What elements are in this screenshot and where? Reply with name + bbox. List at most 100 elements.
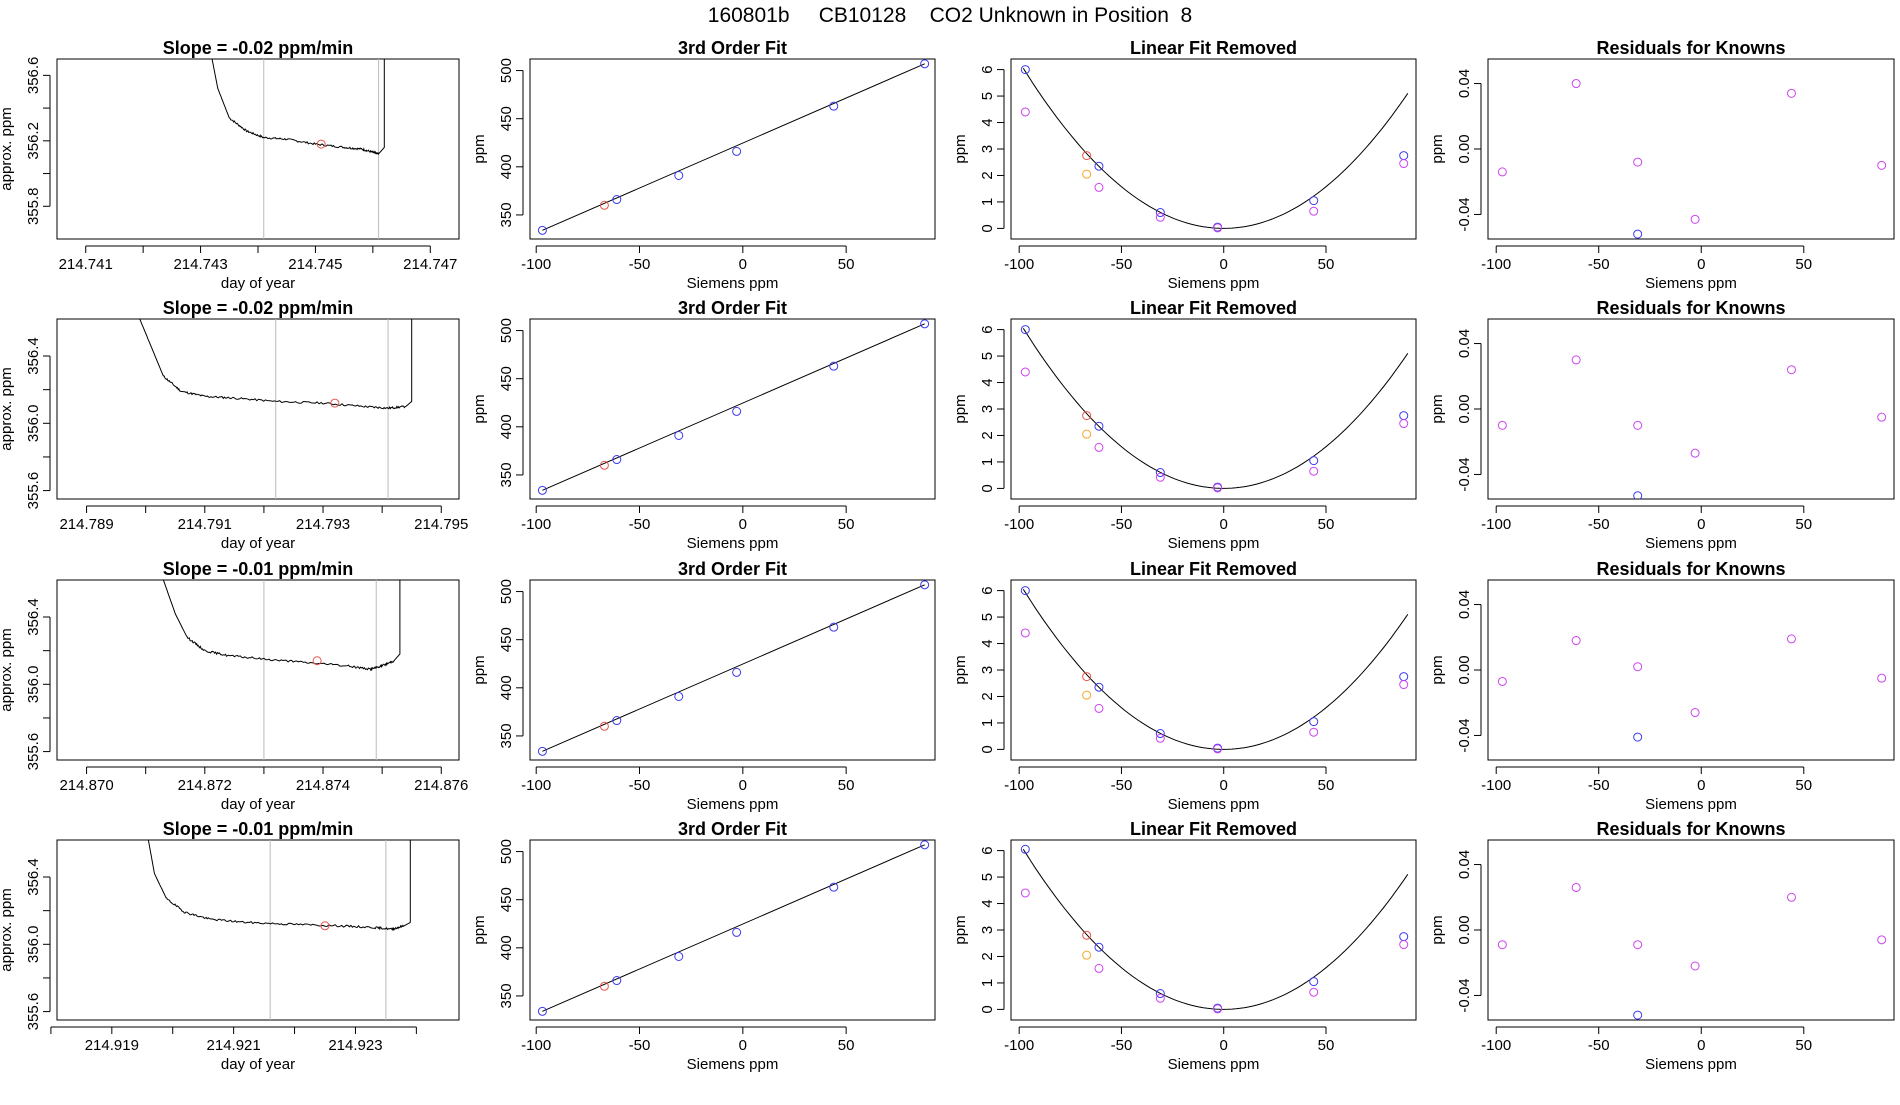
- plot-frame: [1487, 318, 1895, 500]
- mean-point: [320, 921, 330, 931]
- data-point-blue: [674, 430, 684, 440]
- data-point-blue: [829, 622, 839, 632]
- y-tick-label: 4: [979, 118, 996, 126]
- x-tick-label: 214.876: [414, 777, 468, 794]
- x-axis-label: Siemens ppm: [1645, 275, 1737, 292]
- data-point-red: [599, 460, 609, 470]
- mean-point: [316, 139, 326, 149]
- data-point-magenta: [1399, 680, 1409, 690]
- data-point-blue: [732, 406, 742, 416]
- x-tick-label: 214.870: [59, 777, 113, 794]
- panel-fit-2: 3rd Order Fit -100 -50 0 50 Siemens ppm 350 400…: [471, 298, 936, 552]
- x-tick-label: 214.872: [178, 777, 232, 794]
- data-point-blue: [674, 951, 684, 961]
- y-tick-label: 1: [979, 719, 996, 727]
- y-tick-label: 2: [979, 952, 996, 960]
- data-point-blue: [829, 361, 839, 371]
- fit-line: [542, 63, 925, 231]
- data-point-blue: [1020, 65, 1030, 75]
- y-tick-label: 4: [979, 378, 996, 386]
- x-tick-label: 0: [1697, 1037, 1705, 1054]
- x-tick-label: 50: [838, 256, 855, 273]
- data-point-magenta: [1571, 636, 1581, 646]
- panel-title: Slope = -0.01 ppm/min: [163, 559, 354, 579]
- data-point-orange: [1082, 950, 1092, 960]
- data-point-magenta: [1309, 206, 1319, 216]
- plot-frame: [56, 318, 460, 500]
- data-point-magenta: [1213, 223, 1223, 233]
- data-point-magenta: [1690, 214, 1700, 224]
- y-tick-label: 0.04: [1456, 69, 1473, 98]
- data-point-blue: [1155, 729, 1165, 739]
- data-point-magenta: [1497, 420, 1507, 430]
- panel-slope-4: Slope = -0.01 ppm/min 214.919 214.921 214.9…: [0, 819, 460, 1073]
- y-axis-label: ppm: [1429, 915, 1446, 944]
- y-tick-label: 0.04: [1456, 329, 1473, 358]
- data-point-magenta: [1571, 79, 1581, 89]
- y-tick-label: 350: [498, 723, 515, 748]
- data-point-magenta: [1786, 634, 1796, 644]
- panel-title: Slope = -0.02 ppm/min: [163, 298, 354, 318]
- plot-area: [1020, 586, 1409, 754]
- panel-slope-3: Slope = -0.01 ppm/min 214.870 214.872 214.8…: [0, 559, 468, 813]
- x-tick-label: 0: [739, 777, 747, 794]
- y-tick-label: 350: [498, 983, 515, 1008]
- data-point-orange: [1082, 169, 1092, 179]
- y-tick-label: 0: [979, 745, 996, 753]
- y-tick-label: 0: [979, 1005, 996, 1013]
- data-point-magenta: [1309, 727, 1319, 737]
- x-tick-label: -100: [521, 1037, 551, 1054]
- plot-area: [1020, 65, 1409, 233]
- data-point-magenta: [1690, 448, 1700, 458]
- plot-frame: [56, 58, 460, 240]
- x-axis-label: day of year: [221, 796, 295, 813]
- y-axis-label: ppm: [952, 134, 969, 163]
- y-axis-label: ppm: [1429, 134, 1446, 163]
- data-point-magenta: [1020, 107, 1030, 117]
- x-tick-label: -50: [629, 777, 651, 794]
- data-point-magenta: [1571, 355, 1581, 365]
- y-tick-label: 355.6: [25, 472, 42, 510]
- panel-title: Residuals for Knowns: [1596, 38, 1785, 58]
- panel-fit-3: 3rd Order Fit -100 -50 0 50 Siemens ppm 350 400…: [471, 559, 936, 813]
- x-tick-label: 0: [1220, 777, 1228, 794]
- y-tick-label: 1: [979, 458, 996, 466]
- panel-title: Linear Fit Removed: [1130, 298, 1297, 318]
- x-tick-label: -100: [1481, 516, 1511, 533]
- x-tick-label: -50: [629, 516, 651, 533]
- x-tick-label: 50: [1795, 1037, 1812, 1054]
- fit-curve: [1022, 328, 1409, 489]
- plot-area: [211, 59, 385, 239]
- data-point-magenta: [1633, 662, 1643, 672]
- x-tick-label: 0: [739, 256, 747, 273]
- y-axis-label: ppm: [952, 394, 969, 423]
- y-axis-label: ppm: [952, 915, 969, 944]
- y-tick-label: 1: [979, 979, 996, 987]
- data-point-blue: [1309, 977, 1319, 987]
- data-point-blue: [537, 225, 547, 235]
- data-point-magenta: [1399, 159, 1409, 169]
- data-point-magenta: [1309, 987, 1319, 997]
- data-point-blue: [612, 976, 622, 986]
- data-point-magenta: [1020, 628, 1030, 638]
- x-axis-label: Siemens ppm: [1645, 1056, 1737, 1073]
- panel-title: Linear Fit Removed: [1130, 38, 1297, 58]
- plot-area: [1497, 79, 1887, 239]
- plot-frame: [529, 318, 936, 500]
- y-tick-label: 356.4: [25, 337, 42, 375]
- data-point-magenta: [1690, 708, 1700, 718]
- y-tick-label: 0.00: [1456, 394, 1473, 423]
- plot-area: [162, 580, 401, 760]
- data-point-blue: [920, 319, 930, 329]
- x-tick-label: 214.795: [414, 516, 468, 533]
- data-point-magenta: [1155, 993, 1165, 1003]
- x-tick-label: -50: [1588, 256, 1610, 273]
- x-axis-label: day of year: [221, 275, 295, 292]
- y-tick-label: 350: [498, 202, 515, 227]
- y-tick-label: 0: [979, 484, 996, 492]
- fit-curve: [1022, 68, 1409, 229]
- data-point-blue: [1094, 161, 1104, 171]
- y-tick-label: 450: [498, 106, 515, 131]
